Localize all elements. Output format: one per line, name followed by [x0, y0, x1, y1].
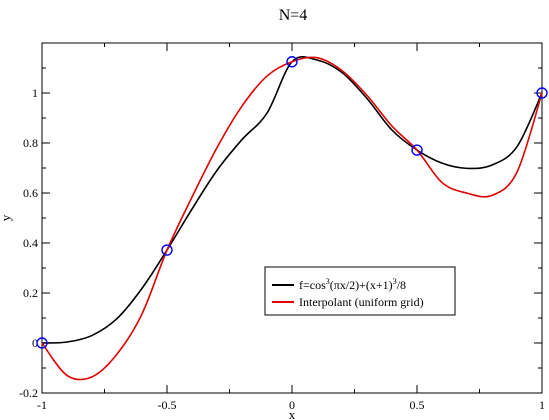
y-tick-label: 1 [32, 86, 38, 100]
node-marker [36, 337, 48, 349]
x-tick-label: -0.5 [158, 398, 177, 412]
legend-label-interpolant: Interpolant (uniform grid) [299, 295, 424, 309]
x-axis-label: x [289, 407, 296, 420]
legend-f-sup2: 3 [393, 277, 397, 286]
node-marker [536, 87, 548, 99]
y-tick-label: 0.6 [23, 186, 38, 200]
y-tick-label: 0 [32, 336, 38, 350]
node-marker [286, 56, 298, 68]
x-tick-label: 0 [289, 398, 295, 412]
axis-tick-labels: -1 -0.5 0 0.5 1 -0.2 0 0.2 0.4 0.6 0.8 1 [19, 86, 545, 412]
legend: f=cos3(πx/2)+(x+1)3/8 Interpolant (unifo… [264, 266, 456, 316]
y-tick-label: -0.2 [19, 386, 38, 400]
y-tick-label: 0.8 [23, 136, 38, 150]
node-markers [36, 56, 548, 349]
node-marker [411, 144, 423, 156]
y-tick-label: 0.4 [23, 236, 38, 250]
y-tick-label: 0.2 [23, 286, 38, 300]
y-axis-label: y [0, 214, 13, 221]
series-line-interpolant [41, 56, 543, 381]
node-marker [161, 244, 173, 256]
series-lines [41, 56, 543, 381]
legend-box [264, 266, 456, 316]
x-tick-label: -1 [37, 398, 47, 412]
legend-f-part3: /8 [397, 278, 406, 292]
legend-label-f: f=cos3(πx/2)+(x+1)3/8 [299, 277, 406, 292]
axis-ticks [41, 43, 543, 394]
legend-f-sup1: 3 [326, 277, 330, 286]
legend-f-part1: f=cos [299, 278, 326, 292]
x-tick-label: 0.5 [410, 398, 425, 412]
chart-title: N=4 [279, 7, 308, 24]
x-tick-label: 1 [539, 398, 545, 412]
legend-f-part2: (πx/2)+(x+1) [330, 278, 393, 292]
